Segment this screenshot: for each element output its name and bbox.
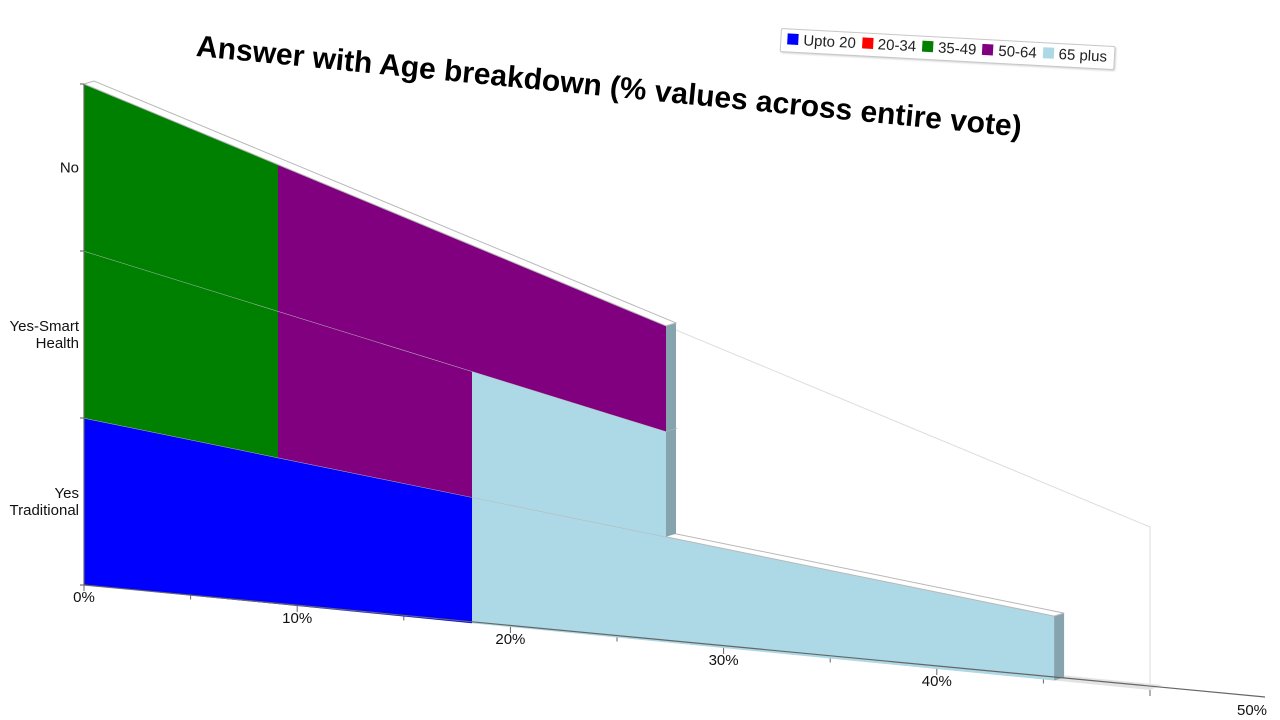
legend-label: Upto 20 xyxy=(802,32,857,53)
bar-side-1 xyxy=(666,428,676,537)
bar-yes-traditional-upto-20 xyxy=(84,418,472,624)
x-tick-label: 10% xyxy=(282,610,313,627)
y-tick-label-line: Yes xyxy=(54,484,79,502)
legend-swatch xyxy=(982,43,994,56)
legend-swatch xyxy=(921,40,934,53)
y-tick-label-line: Health xyxy=(35,334,79,352)
bar-yes-smart-health-35-49 xyxy=(84,251,278,458)
legend-label: 35-49 xyxy=(937,39,977,59)
x-tick-label: 40% xyxy=(921,673,952,690)
x-tick-label: 0% xyxy=(73,589,95,606)
y-tick-label: Yes-Smart Health xyxy=(0,318,79,352)
x-axis-line xyxy=(83,584,1266,698)
bar-top-2 xyxy=(82,80,678,327)
bar-yes-traditional-65-plus xyxy=(472,497,1055,681)
legend-item: 50-64 xyxy=(982,42,1037,62)
bar-no-50-64 xyxy=(278,164,666,432)
bar-yes-smart-health-65-plus xyxy=(472,371,666,537)
bar-side-0 xyxy=(1054,613,1065,681)
legend-label: 20-34 xyxy=(877,36,917,56)
x-tick-label: 50% xyxy=(1236,702,1268,719)
legend-item: Upto 20 xyxy=(787,31,856,52)
legend-label: 65 plus xyxy=(1058,46,1108,66)
legend-item: 65 plus xyxy=(1042,45,1108,66)
legend-swatch xyxy=(1042,47,1055,59)
y-tick-label: Yes Traditional xyxy=(0,485,79,519)
bar-yes-smart-health-50-64 xyxy=(278,311,472,498)
x-tick-label: 20% xyxy=(495,631,526,648)
y-tick-label-line: Traditional xyxy=(9,501,79,519)
legend-item: 35-49 xyxy=(921,39,977,59)
y-tick-label-line: No xyxy=(59,159,79,176)
y-tick-label-line: Yes-Smart xyxy=(9,317,79,335)
bar-side-2 xyxy=(666,322,676,432)
legend-item: 20-34 xyxy=(861,35,917,56)
x-tick-label: 30% xyxy=(708,652,739,669)
legend-swatch xyxy=(787,33,799,45)
legend-label: 50-64 xyxy=(997,42,1038,62)
y-tick-label: No xyxy=(0,159,79,176)
bar-no-35-49 xyxy=(84,84,278,312)
legend-swatch xyxy=(861,37,874,49)
